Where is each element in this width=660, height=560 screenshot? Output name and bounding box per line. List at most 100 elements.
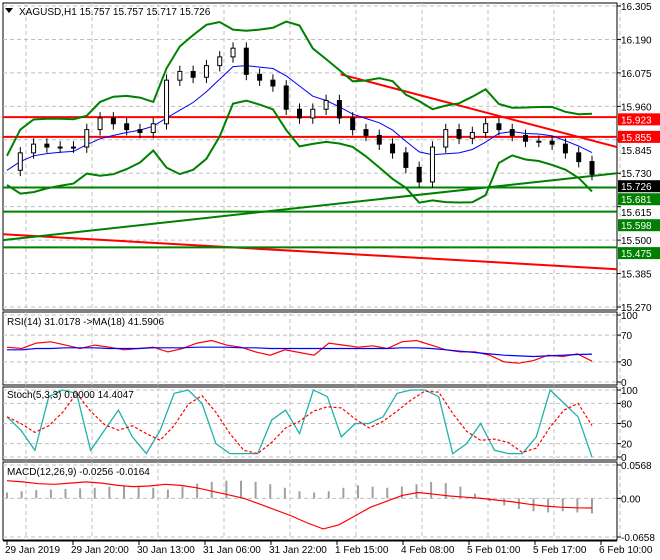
candle [17, 152, 23, 171]
candle [390, 143, 396, 154]
candle [350, 117, 356, 131]
price-panel[interactable] [2, 20, 618, 271]
current-price-label: 15.726 [621, 182, 652, 193]
candle [376, 134, 382, 145]
level-price-label: 15.681 [621, 195, 652, 206]
level-price-tag [618, 113, 660, 126]
macd-title: MACD(12,26,9) -0.0256 -0.0164 [7, 467, 150, 478]
x-tick-label: 4 Feb 08:00 [401, 545, 455, 556]
candle [562, 143, 568, 154]
y-tick-label-label: 70 [621, 331, 633, 342]
y-tick-label-label: 16.305 [621, 2, 652, 13]
candle [31, 143, 37, 154]
candle [509, 129, 515, 136]
x-tick-label: 31 Jan 22:00 [269, 545, 327, 556]
y-tick-label-label: 15.960 [621, 102, 652, 113]
bollinger-lower [6, 99, 593, 204]
x-tick-label: 31 Jan 06:00 [203, 545, 261, 556]
y-tick-label-label: 15.730 [621, 169, 652, 180]
level-price-label: 15.923 [621, 115, 652, 126]
level-price-label: 15.598 [621, 221, 652, 232]
axes: 29 Jan 2019 29 Jan 20:00 30 Jan 13:00 31 Ja… [3, 2, 660, 556]
candle [137, 129, 143, 134]
x-tick-label: 6 Feb 10:00 [599, 545, 653, 556]
y-tick-label-label: 15.385 [621, 270, 652, 281]
candle [44, 143, 50, 148]
stoch-title: Stoch(5,3,3) 0.0000 14.4047 [7, 390, 134, 401]
x-tick-label: 29 Jan 20:00 [71, 545, 129, 556]
rsi-title: RSI(14) 31.0178 ->MA(18) 41.5906 [7, 317, 164, 328]
candle [217, 56, 223, 67]
candle [97, 117, 103, 131]
stochastic-panel[interactable] [6, 388, 593, 458]
level-price-tag [618, 219, 660, 232]
macd-signal-line [6, 480, 593, 530]
candle [443, 129, 449, 148]
candle [549, 140, 555, 145]
y-tick-label-label: 50 [621, 420, 633, 431]
y-tick-label-label: 15.615 [621, 208, 652, 219]
rsi-line [6, 339, 593, 364]
candle [150, 123, 156, 134]
x-tick-label: 5 Feb 01:00 [467, 545, 521, 556]
y-tick-label-label: 80 [621, 399, 633, 410]
trendline [2, 233, 618, 271]
candle [70, 146, 76, 149]
candle [164, 79, 170, 125]
panel-frame [2, 461, 618, 541]
candle [57, 146, 63, 149]
rsi-ma-line [7, 346, 593, 358]
level-price-tag [618, 130, 660, 143]
candle [469, 132, 475, 139]
stoch-main-line [6, 388, 593, 458]
x-tick-label: 1 Feb 15:00 [335, 545, 389, 556]
candle [230, 47, 236, 58]
candle [363, 129, 369, 136]
candle [589, 161, 595, 175]
candle [124, 123, 130, 131]
y-tick-label-label: 15.845 [621, 146, 652, 157]
y-tick-label-label: 20 [621, 440, 633, 451]
x-tick-label: 30 Jan 13:00 [137, 545, 195, 556]
stoch-signal-line [6, 390, 593, 455]
candle [429, 146, 435, 183]
y-tick-label-label: 100 [621, 386, 638, 397]
candle [416, 166, 422, 183]
level-price-label: 15.855 [621, 133, 652, 144]
candle [190, 70, 196, 78]
panel-frames [2, 2, 618, 541]
symbol-title: XAGUSD,H1 15.757 15.757 15.717 15.726 [19, 7, 211, 18]
current-price-tag [618, 180, 660, 193]
candle [536, 140, 542, 143]
trendline [2, 172, 618, 242]
candle [523, 134, 529, 142]
candle [270, 79, 276, 87]
candle [84, 129, 90, 148]
level-price-tag [618, 193, 660, 206]
y-tick-label-label: 30 [621, 358, 633, 369]
moving-average [6, 65, 593, 171]
y-tick-label-label: 100 [621, 311, 638, 322]
candle [110, 117, 116, 125]
macd-panel[interactable] [6, 480, 593, 530]
level-price-tag [618, 247, 660, 260]
collapse-triangle-icon[interactable] [5, 8, 13, 13]
y-tick-label-label: 0.00 [621, 494, 641, 505]
y-tick-label-label: 0 [621, 453, 627, 464]
y-tick-label-label: 16.075 [621, 69, 652, 80]
y-tick-label-label: 16.190 [621, 35, 652, 46]
candle [310, 108, 316, 119]
x-tick-label: 29 Jan 2019 [5, 545, 60, 556]
candle [283, 85, 289, 110]
candle [403, 152, 409, 168]
candle [323, 100, 329, 110]
y-tick-label-label: 15.500 [621, 236, 652, 247]
rsi-panel[interactable] [6, 339, 593, 364]
candle [483, 123, 489, 134]
level-price-label: 15.475 [621, 249, 652, 260]
y-tick-label-label: 15.270 [621, 303, 652, 314]
x-tick-label: 5 Feb 17:00 [533, 545, 587, 556]
candle [456, 129, 462, 139]
candle [243, 47, 249, 75]
